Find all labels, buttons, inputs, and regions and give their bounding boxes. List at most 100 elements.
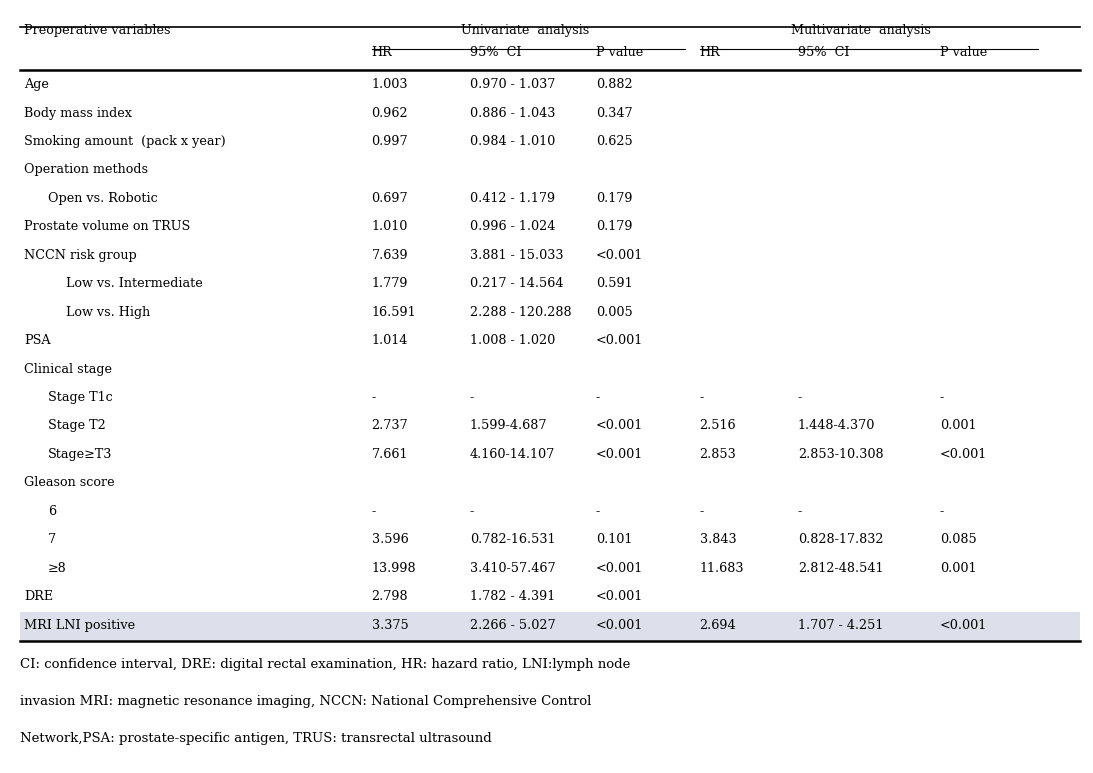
Text: -: - bbox=[372, 505, 376, 518]
Text: -: - bbox=[470, 505, 474, 518]
Text: 3.843: 3.843 bbox=[700, 533, 737, 547]
Text: DRE: DRE bbox=[24, 590, 54, 603]
Text: 2.812-48.541: 2.812-48.541 bbox=[798, 562, 883, 574]
Text: 2.798: 2.798 bbox=[372, 590, 409, 603]
Text: 95%  CI: 95% CI bbox=[798, 46, 849, 59]
Text: Multivariate  analysis: Multivariate analysis bbox=[791, 24, 930, 37]
Text: Age: Age bbox=[24, 78, 49, 91]
Text: -: - bbox=[940, 391, 944, 404]
Text: 6: 6 bbox=[48, 505, 56, 518]
Text: Smoking amount  (pack x year): Smoking amount (pack x year) bbox=[24, 135, 226, 148]
Text: -: - bbox=[798, 391, 802, 404]
Text: <0.001: <0.001 bbox=[596, 249, 643, 262]
Text: 2.516: 2.516 bbox=[700, 420, 737, 432]
Text: 1.599-4.687: 1.599-4.687 bbox=[470, 420, 548, 432]
Text: 1.003: 1.003 bbox=[372, 78, 408, 91]
Text: -: - bbox=[700, 505, 704, 518]
Text: MRI LNI positive: MRI LNI positive bbox=[24, 618, 136, 632]
Text: 4.160-14.107: 4.160-14.107 bbox=[470, 448, 555, 461]
Text: <0.001: <0.001 bbox=[596, 448, 643, 461]
Text: 0.882: 0.882 bbox=[596, 78, 633, 91]
Text: 1.014: 1.014 bbox=[372, 334, 408, 347]
Text: Open vs. Robotic: Open vs. Robotic bbox=[48, 192, 157, 205]
Text: 3.410-57.467: 3.410-57.467 bbox=[470, 562, 555, 574]
Text: -: - bbox=[940, 505, 944, 518]
Text: 11.683: 11.683 bbox=[700, 562, 744, 574]
Text: invasion MRI: magnetic resonance imaging, NCCN: National Comprehensive Control: invasion MRI: magnetic resonance imaging… bbox=[20, 695, 591, 708]
Text: 1.782 - 4.391: 1.782 - 4.391 bbox=[470, 590, 555, 603]
Text: 0.886 - 1.043: 0.886 - 1.043 bbox=[470, 107, 555, 120]
Text: P value: P value bbox=[596, 46, 643, 59]
Text: 0.347: 0.347 bbox=[596, 107, 633, 120]
Text: 0.179: 0.179 bbox=[596, 220, 632, 233]
Text: 1.707 - 4.251: 1.707 - 4.251 bbox=[798, 618, 883, 632]
Text: 0.085: 0.085 bbox=[940, 533, 977, 547]
Text: <0.001: <0.001 bbox=[596, 420, 643, 432]
Text: 2.737: 2.737 bbox=[372, 420, 409, 432]
Text: 0.996 - 1.024: 0.996 - 1.024 bbox=[470, 220, 555, 233]
Text: -: - bbox=[596, 391, 600, 404]
Text: 0.997: 0.997 bbox=[372, 135, 409, 148]
Text: 2.853: 2.853 bbox=[700, 448, 737, 461]
Text: -: - bbox=[596, 505, 600, 518]
Text: <0.001: <0.001 bbox=[596, 618, 643, 632]
Text: 2.694: 2.694 bbox=[700, 618, 737, 632]
Text: 7: 7 bbox=[48, 533, 56, 547]
Text: 0.001: 0.001 bbox=[940, 562, 976, 574]
Text: Preoperative variables: Preoperative variables bbox=[24, 24, 171, 37]
Text: 0.591: 0.591 bbox=[596, 278, 633, 290]
Text: 0.625: 0.625 bbox=[596, 135, 633, 148]
Text: Body mass index: Body mass index bbox=[24, 107, 132, 120]
Text: 0.005: 0.005 bbox=[596, 305, 633, 318]
Text: PSA: PSA bbox=[24, 334, 50, 347]
Text: <0.001: <0.001 bbox=[940, 618, 987, 632]
Text: Low vs. High: Low vs. High bbox=[66, 305, 150, 318]
Text: Stage T1c: Stage T1c bbox=[48, 391, 113, 404]
Text: 7.639: 7.639 bbox=[372, 249, 409, 262]
Text: Univariate  analysis: Univariate analysis bbox=[460, 24, 589, 37]
Text: 1.008 - 1.020: 1.008 - 1.020 bbox=[470, 334, 555, 347]
Text: -: - bbox=[372, 391, 376, 404]
Text: Low vs. Intermediate: Low vs. Intermediate bbox=[66, 278, 202, 290]
Text: Operation methods: Operation methods bbox=[24, 163, 148, 176]
Text: 95%  CI: 95% CI bbox=[470, 46, 521, 59]
Text: NCCN risk group: NCCN risk group bbox=[24, 249, 137, 262]
Text: 0.217 - 14.564: 0.217 - 14.564 bbox=[470, 278, 564, 290]
Text: 0.697: 0.697 bbox=[372, 192, 409, 205]
Text: 2.853-10.308: 2.853-10.308 bbox=[798, 448, 883, 461]
Text: Prostate volume on TRUS: Prostate volume on TRUS bbox=[24, 220, 190, 233]
Text: Stage T2: Stage T2 bbox=[48, 420, 106, 432]
Text: Network,PSA: prostate-specific antigen, TRUS: transrectal ultrasound: Network,PSA: prostate-specific antigen, … bbox=[20, 732, 492, 745]
Text: P value: P value bbox=[940, 46, 987, 59]
Text: <0.001: <0.001 bbox=[596, 590, 643, 603]
Text: Stage≥T3: Stage≥T3 bbox=[48, 448, 113, 461]
Text: <0.001: <0.001 bbox=[596, 562, 643, 574]
Text: 2.288 - 120.288: 2.288 - 120.288 bbox=[470, 305, 572, 318]
Text: <0.001: <0.001 bbox=[940, 448, 987, 461]
Text: 0.001: 0.001 bbox=[940, 420, 976, 432]
Text: 16.591: 16.591 bbox=[372, 305, 416, 318]
Text: 1.010: 1.010 bbox=[372, 220, 408, 233]
Text: 0.412 - 1.179: 0.412 - 1.179 bbox=[470, 192, 555, 205]
Text: 3.596: 3.596 bbox=[372, 533, 409, 547]
Text: 0.782-16.531: 0.782-16.531 bbox=[470, 533, 555, 547]
Text: 0.970 - 1.037: 0.970 - 1.037 bbox=[470, 78, 555, 91]
Text: ≥8: ≥8 bbox=[48, 562, 67, 574]
Text: 0.984 - 1.010: 0.984 - 1.010 bbox=[470, 135, 555, 148]
Bar bbox=[20, 612, 1080, 642]
Text: -: - bbox=[700, 391, 704, 404]
Text: -: - bbox=[798, 505, 802, 518]
Text: 3.881 - 15.033: 3.881 - 15.033 bbox=[470, 249, 564, 262]
Text: <0.001: <0.001 bbox=[596, 334, 643, 347]
Text: Gleason score: Gleason score bbox=[24, 476, 115, 489]
Text: CI: confidence interval, DRE: digital rectal examination, HR: hazard ratio, LNI:: CI: confidence interval, DRE: digital re… bbox=[20, 658, 630, 671]
Text: -: - bbox=[470, 391, 474, 404]
Text: 0.101: 0.101 bbox=[596, 533, 632, 547]
Text: 1.779: 1.779 bbox=[372, 278, 408, 290]
Text: 0.179: 0.179 bbox=[596, 192, 632, 205]
Text: HR: HR bbox=[700, 46, 720, 59]
Text: 1.448-4.370: 1.448-4.370 bbox=[798, 420, 875, 432]
Text: 7.661: 7.661 bbox=[372, 448, 408, 461]
Text: 13.998: 13.998 bbox=[372, 562, 416, 574]
Text: 2.266 - 5.027: 2.266 - 5.027 bbox=[470, 618, 555, 632]
